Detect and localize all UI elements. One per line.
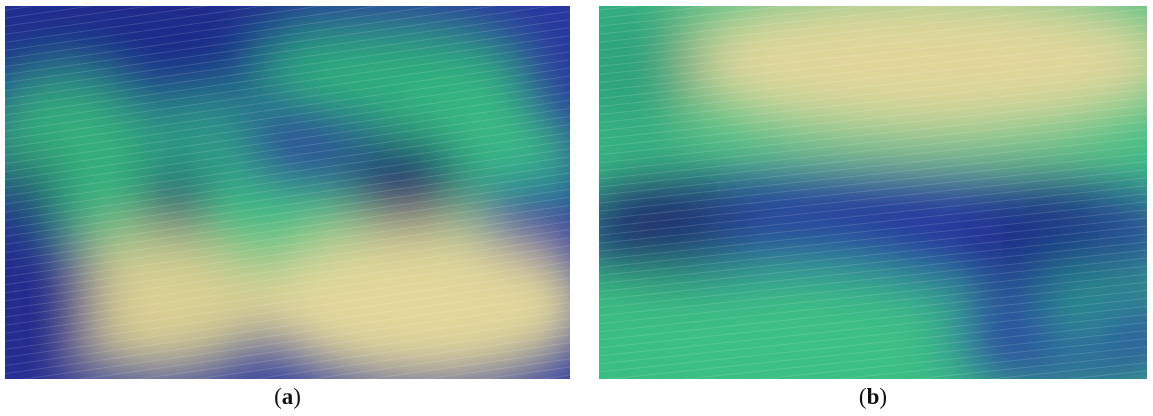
caption-b-close: ) <box>879 384 888 409</box>
caption-a-letter: a <box>281 384 294 409</box>
caption-a-close: ) <box>293 384 301 409</box>
caption-a-open: ( <box>274 384 282 409</box>
flow-field-panel-b <box>599 6 1147 379</box>
caption-b-letter: b <box>866 384 880 409</box>
flow-field-image-b <box>599 6 1147 379</box>
caption-b-open: ( <box>858 384 867 409</box>
caption-a: (a) <box>5 384 570 410</box>
caption-b: (b) <box>599 384 1147 410</box>
flow-field-panel-a <box>5 6 570 379</box>
flow-field-image-a <box>5 6 570 379</box>
